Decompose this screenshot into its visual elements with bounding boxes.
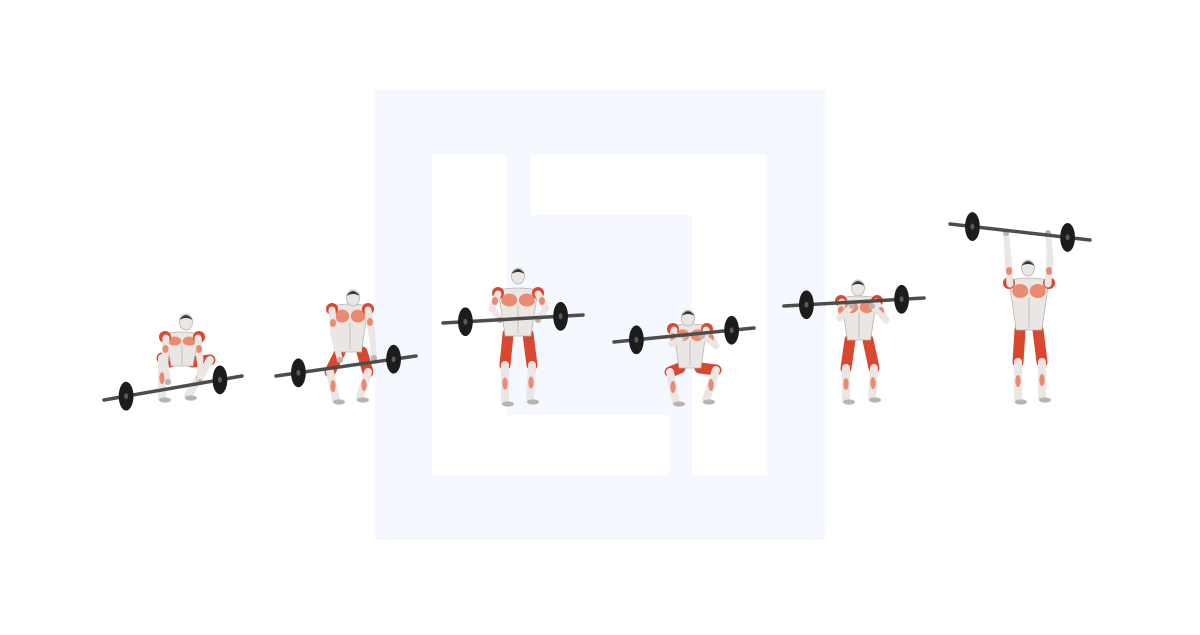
leg-right-calf: [361, 379, 367, 391]
barbell-plate-right-hub: [899, 296, 904, 303]
watermark-right-bar: [692, 155, 767, 475]
arm-left-hand: [337, 357, 343, 363]
leg-right-calf: [528, 376, 534, 389]
barbell-plate-right-hub: [729, 327, 734, 334]
chest-muscle-left: [334, 309, 350, 323]
barbell-plate-right-hub: [217, 376, 222, 383]
arm-right-forearm: [369, 331, 377, 361]
leg-left-foot: [673, 401, 685, 407]
arm-left-forearm: [331, 333, 343, 363]
arm-left-forearm: [1003, 230, 1011, 261]
leg-left-foot: [159, 397, 171, 403]
leg-left-foot: [843, 399, 855, 405]
chest-muscle-right: [518, 293, 535, 307]
barbell-plate-left-hub: [970, 223, 975, 230]
arm-left-bicep: [492, 297, 498, 305]
arm-left-hand: [165, 379, 171, 385]
arm-right-forearm: [869, 303, 889, 323]
chest-muscle-right: [350, 309, 366, 323]
leg-left-foot: [1015, 399, 1027, 405]
leg-right-calf: [1039, 374, 1045, 386]
leg-right-calf: [870, 377, 876, 389]
square-logo-watermark-icon: [375, 90, 825, 540]
recovery-lifter-recovery-icon: [782, 279, 926, 405]
leg-left-thigh: [499, 328, 514, 371]
arm-right-hand: [371, 355, 377, 361]
leg-left-calf: [1015, 375, 1021, 387]
leg-right-foot: [1039, 397, 1051, 403]
leg-left-calf: [159, 372, 165, 384]
leg-left-thigh: [1012, 324, 1026, 368]
leg-right-thigh: [1032, 324, 1048, 368]
arm-right-forearm: [1045, 230, 1053, 261]
catch-squat-lifter-front-squat-icon: [612, 309, 756, 407]
barbell-plate-left-hub: [296, 369, 301, 376]
barbell-plate-left-hub: [463, 318, 468, 325]
chest-muscle-left: [1012, 284, 1029, 298]
arm-right-bicep: [1046, 267, 1052, 275]
leg-right-foot: [869, 397, 881, 403]
arm-left-forearm: [162, 357, 171, 385]
leg-right-thigh: [522, 328, 538, 371]
leg-right-foot: [185, 395, 197, 401]
arm-right-bicep: [196, 345, 202, 353]
leg-right-calf: [708, 379, 714, 391]
watermark-bottom-bar: [432, 415, 669, 475]
lifter-sequence: [102, 212, 1092, 411]
hair: [346, 291, 360, 296]
leg-left-foot: [333, 399, 345, 405]
hair: [511, 269, 525, 274]
barbell-plate-left-hub: [124, 393, 129, 400]
chest-muscle-right: [1029, 284, 1046, 298]
leg-left-calf: [502, 377, 508, 390]
arm-left-bicep: [330, 319, 336, 327]
barbell-plate-right-hub: [558, 313, 563, 320]
arm-left-bicep: [162, 345, 169, 353]
arm-right-bicep: [539, 297, 545, 305]
arm-left-bicep: [1006, 267, 1012, 275]
chest-muscle-right: [182, 336, 197, 346]
hair: [851, 281, 865, 286]
barbell-plate-left-hub: [804, 301, 809, 308]
leg-left-calf: [330, 380, 336, 392]
start-position-lifter-setup-icon: [102, 313, 244, 411]
barbell-plate-left-hub: [634, 336, 639, 343]
leg-right-foot: [703, 399, 715, 405]
leg-right-foot: [527, 399, 539, 405]
hair: [179, 315, 193, 320]
hair: [681, 311, 695, 316]
arm-left-hand: [849, 303, 855, 309]
barbell-plate-right-hub: [1065, 234, 1070, 241]
hair: [1021, 261, 1035, 266]
leg-right-thigh: [862, 334, 880, 374]
second-pull-lifter-second-pull-icon: [441, 267, 585, 407]
arm-right-hand: [869, 303, 875, 309]
first-pull-lifter-first-pull-icon: [274, 289, 418, 405]
arm-right-bicep: [367, 318, 373, 326]
chest-muscle-left: [167, 336, 182, 346]
chest-muscle-left: [501, 293, 518, 307]
barbell-plate-right-hub: [391, 356, 396, 363]
leg-left-calf: [670, 381, 676, 393]
leg-left-thigh: [840, 334, 856, 374]
leg-left-foot: [502, 401, 514, 407]
leg-right-foot: [357, 397, 369, 403]
overhead-lockout-lifter-overhead-icon: [948, 212, 1092, 405]
leg-left-calf: [843, 378, 849, 390]
